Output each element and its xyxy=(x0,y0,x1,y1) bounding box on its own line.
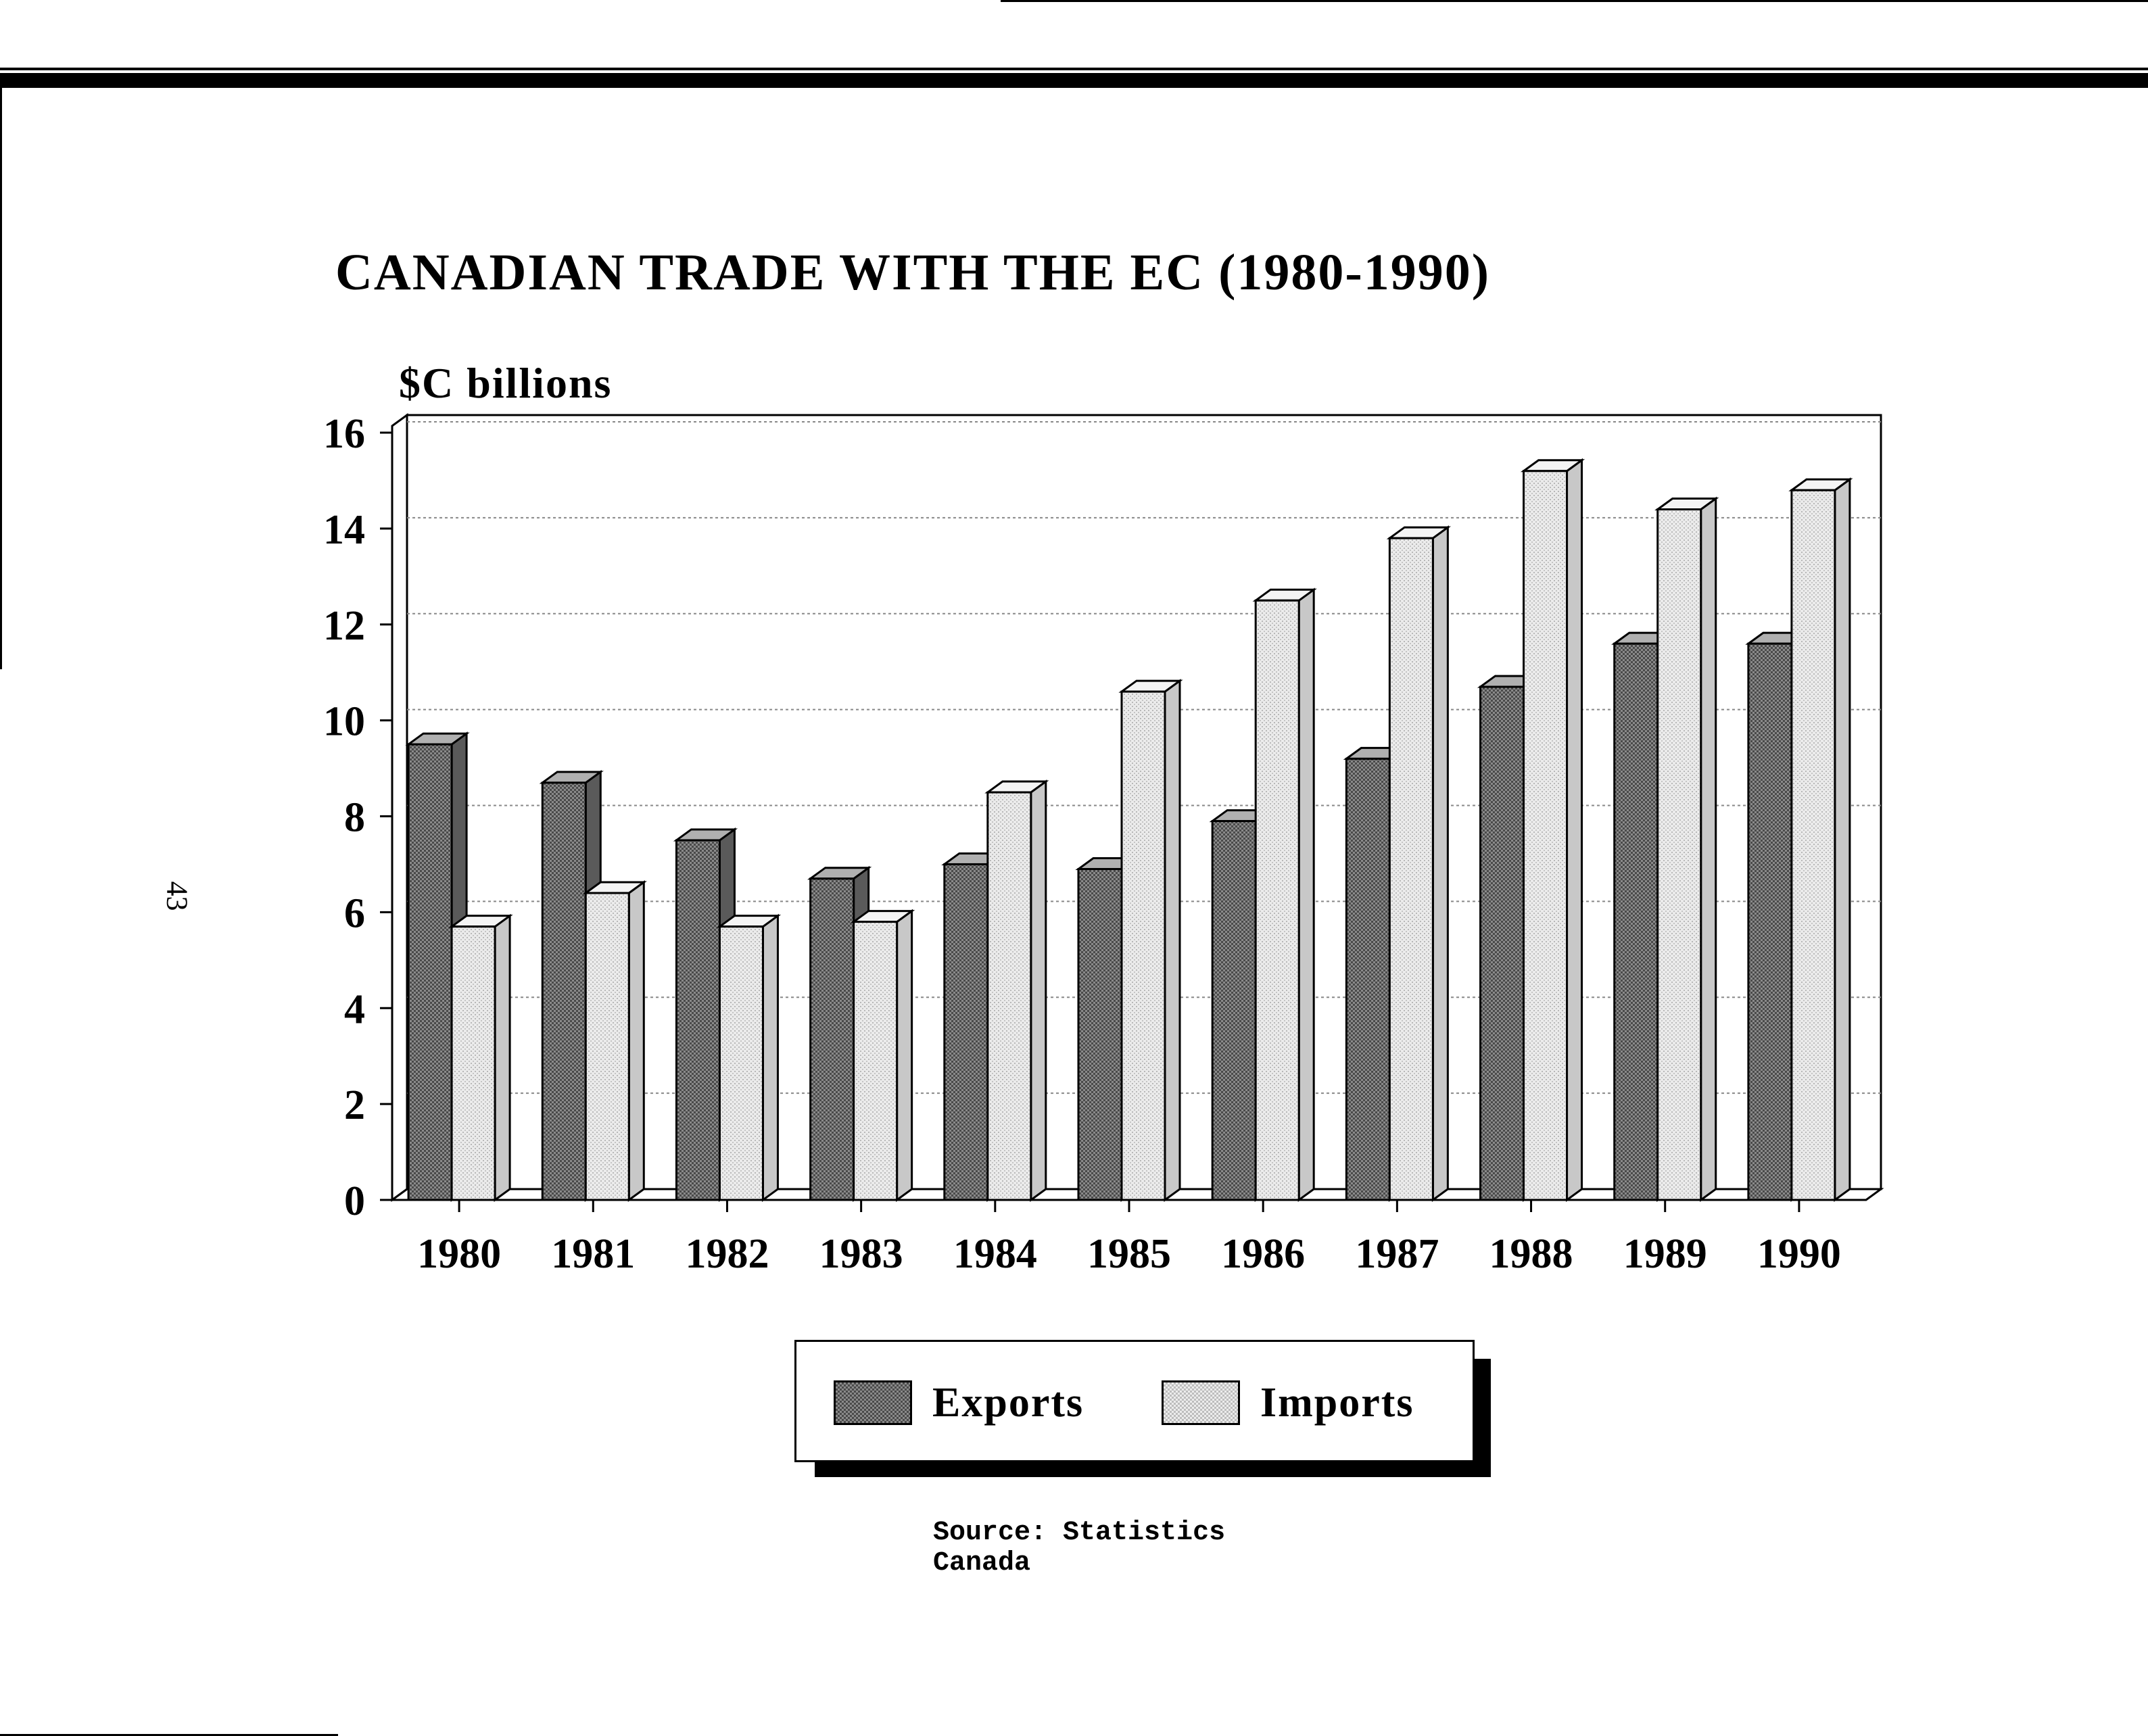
bar-side xyxy=(627,880,645,1202)
bar-front xyxy=(1388,537,1434,1201)
bar-front xyxy=(1479,685,1525,1201)
top-border-line xyxy=(1001,0,2148,2)
bar-front xyxy=(718,925,764,1201)
x-tick-label: 1982 xyxy=(685,1231,769,1277)
bar-side xyxy=(1030,779,1047,1202)
x-tick-label: 1984 xyxy=(953,1231,1037,1277)
bar-front xyxy=(986,791,1032,1201)
bar-imports-1982 xyxy=(716,913,782,1202)
bar-front xyxy=(1747,642,1793,1201)
bar-front xyxy=(1120,690,1166,1201)
bar-front xyxy=(1345,757,1391,1201)
legend-label-exports: Exports xyxy=(932,1379,1084,1426)
bars xyxy=(405,458,1853,1202)
bar-front xyxy=(1211,820,1257,1201)
bar-front xyxy=(450,925,496,1201)
legend-label-imports: Imports xyxy=(1260,1379,1414,1426)
bar-imports-1983 xyxy=(851,909,915,1202)
bar-front xyxy=(1077,868,1123,1201)
x-tick-label: 1985 xyxy=(1087,1231,1171,1277)
x-tick-label: 1988 xyxy=(1489,1231,1573,1277)
y-tick-label: 8 xyxy=(344,795,365,841)
x-tick-labels: 1980 1981 1982 1983 1984 1985 1986 1987 1988 1989… xyxy=(417,1200,1841,1277)
bar-imports-1986 xyxy=(1252,587,1317,1202)
y-tick-label: 0 xyxy=(344,1178,365,1224)
bar-front xyxy=(943,863,989,1201)
left-border-line xyxy=(0,88,2,669)
bar-side xyxy=(761,913,779,1202)
bar-side xyxy=(1164,679,1181,1202)
y-tick-label: 4 xyxy=(344,986,365,1032)
bar-imports-1985 xyxy=(1118,679,1183,1202)
legend-item-exports: Exports xyxy=(834,1379,1084,1426)
bar-front xyxy=(1790,489,1836,1201)
x-tick-label: 1983 xyxy=(819,1231,903,1277)
legend-item-imports: Imports xyxy=(1162,1379,1414,1426)
bar-front xyxy=(809,877,855,1201)
x-tick-label: 1980 xyxy=(417,1231,501,1277)
bar-front xyxy=(407,743,453,1201)
bar-front xyxy=(853,921,899,1201)
bar-front xyxy=(584,892,630,1201)
bar-imports-1987 xyxy=(1386,525,1451,1202)
bar-front xyxy=(1523,470,1569,1201)
header-rule xyxy=(0,73,2148,88)
bar-front xyxy=(675,839,721,1201)
y-tick-label: 2 xyxy=(344,1082,365,1128)
bar-front xyxy=(541,781,587,1201)
bar-imports-1984 xyxy=(984,779,1049,1202)
bar-imports-1990 xyxy=(1788,477,1853,1202)
bar-side xyxy=(1834,477,1851,1202)
bar-imports-1980 xyxy=(448,913,513,1202)
x-tick-label: 1989 xyxy=(1623,1231,1707,1277)
source-text: Source: Statistics Canada xyxy=(933,1518,1226,1578)
bar-front xyxy=(1656,508,1702,1201)
y-tick-label: 12 xyxy=(323,603,365,649)
legend-swatch-exports xyxy=(834,1380,912,1425)
x-tick-label: 1981 xyxy=(551,1231,635,1277)
bar-imports-1981 xyxy=(582,880,647,1202)
bar-side xyxy=(1431,525,1449,1202)
bar-front xyxy=(1254,599,1300,1201)
legend: Exports Imports xyxy=(794,1340,1475,1462)
chart-title: CANADIAN TRADE WITH THE EC (1980-1990) xyxy=(335,244,1491,301)
bar-side xyxy=(896,909,913,1202)
bar-side xyxy=(1700,496,1717,1202)
bar-front xyxy=(1613,642,1659,1201)
bar-imports-1989 xyxy=(1654,496,1719,1202)
y-axis-label: $C billions xyxy=(399,359,613,407)
side-wall xyxy=(391,413,408,1202)
y-tick-labels: 0 2 4 6 8 10 12 14 16 xyxy=(323,411,392,1224)
x-tick-label: 1986 xyxy=(1221,1231,1305,1277)
bottom-border-line xyxy=(0,1734,338,1736)
bar-side xyxy=(1566,458,1583,1202)
bar-side xyxy=(1297,587,1315,1202)
y-tick-label: 10 xyxy=(323,699,365,745)
y-tick-label: 16 xyxy=(323,411,365,457)
x-tick-label: 1990 xyxy=(1757,1231,1841,1277)
y-tick-label: 6 xyxy=(344,890,365,936)
header-rule-thin xyxy=(0,68,2148,70)
bar-side xyxy=(494,913,511,1202)
y-tick-label: 14 xyxy=(323,507,365,553)
legend-swatch-imports xyxy=(1162,1380,1240,1425)
bar-imports-1988 xyxy=(1520,458,1585,1202)
x-tick-label: 1987 xyxy=(1355,1231,1439,1277)
